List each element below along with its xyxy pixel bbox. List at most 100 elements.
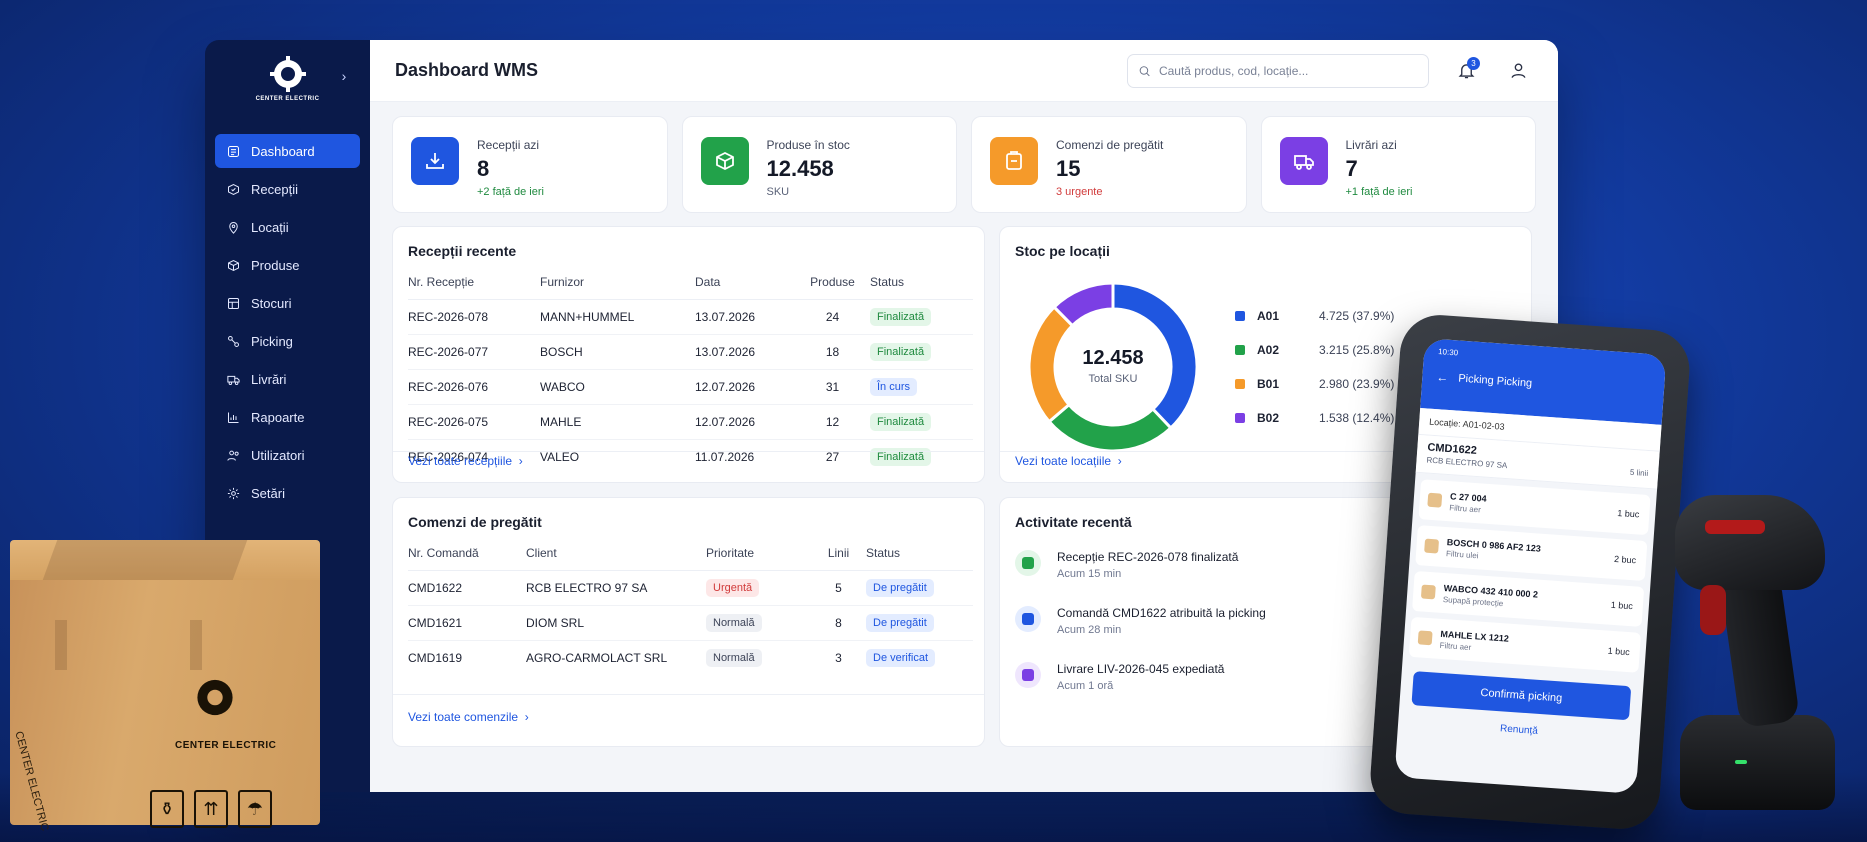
sidebar-item-livrari[interactable]: Livrări	[215, 362, 360, 396]
activity-item[interactable]: Livrare LIV-2026-045 expediată Acum 1 oră	[1015, 662, 1224, 692]
logo-text: CENTER ELECTRIC	[255, 96, 320, 102]
column-header[interactable]: Status	[866, 536, 973, 571]
table-row[interactable]: CMD1621 DIOM SRL Normală 8 De pregătit	[408, 605, 973, 641]
link-text: Vezi toate comenzile	[408, 710, 519, 724]
table-cell: DIOM SRL	[526, 605, 706, 641]
donut-slice-a02[interactable]	[1047, 402, 1173, 452]
panel-title: Activitate recentă	[1015, 514, 1132, 530]
search-icon	[1139, 65, 1150, 76]
table-cell: MANN+HUMMEL	[540, 299, 695, 335]
notifications-button[interactable]: 3	[1451, 56, 1481, 86]
box-logo-gear-icon	[197, 679, 233, 716]
table-row[interactable]: CMD1622 RCB ELECTRO 97 SA Urgentă 5 De pregă…	[408, 570, 973, 606]
phone-item-qty: 2 buc	[1613, 553, 1637, 566]
view-all-orders-link[interactable]: Vezi toate comenzile ›	[408, 710, 529, 724]
search-box[interactable]	[1127, 53, 1429, 88]
box-top	[10, 540, 320, 586]
table-row[interactable]: REC-2026-075 MAHLE 12.07.2026 12 Finalizată	[408, 404, 973, 440]
column-header[interactable]: Linii	[811, 536, 866, 571]
cancel-button[interactable]: Renunță	[1499, 723, 1539, 737]
activity-time: Acum 28 min	[1057, 624, 1122, 636]
search-input[interactable]	[1158, 63, 1418, 78]
panel-divider	[393, 451, 984, 452]
kpi-card[interactable]: Recepții azi 8 +2 față de ieri	[392, 116, 668, 213]
column-header[interactable]: Nr. Recepție	[408, 265, 540, 300]
collapse-sidebar-icon[interactable]: ›	[341, 68, 347, 84]
sidebar-item-receptii[interactable]: Recepții	[215, 172, 360, 206]
confirm-picking-button[interactable]: Confirmă picking	[1411, 671, 1632, 721]
table-row[interactable]: REC-2026-074 VALEO 11.07.2026 27 Finalizată	[408, 439, 973, 474]
column-header[interactable]: Prioritate	[706, 536, 811, 571]
back-arrow-icon[interactable]: ←	[1435, 370, 1449, 385]
activity-time: Acum 15 min	[1057, 568, 1122, 580]
kpi-card[interactable]: Produse în stoc 12.458 SKU	[681, 116, 957, 213]
table-row[interactable]: REC-2026-078 MANN+HUMMEL 13.07.2026 24 Final…	[408, 299, 973, 335]
column-header[interactable]: Status	[870, 265, 973, 300]
package-icon	[1427, 492, 1443, 508]
phone-item-qty: 1 buc	[1616, 507, 1640, 520]
phone-item-text: C 27 004 Filtru aer	[1449, 491, 1487, 514]
view-all-locations-link[interactable]: Vezi toate locațiile ›	[1015, 454, 1122, 468]
clipboard-icon	[990, 137, 1038, 185]
activity-text: Livrare LIV-2026-045 expediată Acum 1 oră	[1057, 662, 1224, 692]
orders-to-prepare-panel: Comenzi de pregătit Nr. Comandă Client Pri…	[392, 497, 985, 747]
sidebar-item-label: Dashboard	[251, 143, 315, 159]
phone-item-qty: 1 buc	[1610, 599, 1634, 612]
barcode-scanner	[1670, 495, 1840, 815]
table-cell: BOSCH	[540, 334, 695, 370]
donut-slice-a01[interactable]	[1111, 282, 1198, 431]
kpi-label: Recepții azi	[477, 138, 540, 152]
table-cell: De verificat	[866, 640, 973, 675]
sidebar-item-produse[interactable]: Produse	[215, 248, 360, 282]
legend-item: A02 3.215 (25.8%)	[1235, 343, 1394, 357]
sidebar-item-utilizatori[interactable]: Utilizatori	[215, 438, 360, 472]
panel-divider	[393, 694, 984, 695]
activity-item[interactable]: Recepție REC-2026-078 finalizată Acum 15 …	[1015, 550, 1238, 580]
scanner-head	[1675, 495, 1825, 590]
column-header[interactable]: Client	[526, 536, 706, 571]
column-header[interactable]: Produse	[795, 265, 870, 300]
legend-label: B01	[1257, 377, 1280, 391]
kpi-label: Livrări azi	[1345, 138, 1397, 152]
phone-item-text: WABCO 432 410 000 2 Supapă protecție	[1443, 583, 1539, 611]
table-row[interactable]: CMD1619 AGRO-CARMOLACT SRL Normală 3 De veri…	[408, 640, 973, 675]
kpi-value: 15	[1056, 156, 1081, 181]
link-text: Vezi toate locațiile	[1015, 454, 1112, 468]
phone-pick-item[interactable]: MAHLE LX 1212 Filtru aer 1 buc	[1408, 616, 1642, 673]
table-row[interactable]: REC-2026-076 WABCO 12.07.2026 31 În curs	[408, 369, 973, 405]
view-all-receptions-link[interactable]: Vezi toate recepțiile ›	[408, 454, 523, 468]
table-cell: Normală	[706, 640, 811, 675]
handheld-scanner-phone: 10:30 ← Picking Picking Locație: A01-02-…	[1367, 312, 1693, 832]
donut-slice-b02[interactable]	[1052, 282, 1115, 328]
column-header[interactable]: Nr. Comandă	[408, 536, 526, 571]
sidebar-item-stocuri[interactable]: Stocuri	[215, 286, 360, 320]
table-cell: Finalizată	[870, 404, 973, 440]
user-profile-button[interactable]	[1503, 56, 1533, 86]
sidebar-item-rapoarte[interactable]: Rapoarte	[215, 400, 360, 434]
phone-item-code: C 27 004	[1449, 490, 1487, 504]
sidebar-item-label: Locații	[251, 219, 289, 235]
activity-item[interactable]: Comandă CMD1622 atribuită la picking Acum…	[1015, 606, 1266, 636]
phone-item-qty: 1 buc	[1607, 645, 1631, 658]
kpi-card[interactable]: Comenzi de pregătit 15 3 urgente	[971, 116, 1247, 213]
column-header[interactable]: Data	[695, 265, 795, 300]
kpi-text: Produse în stoc 12.458 SKU	[766, 137, 850, 198]
legend-label: A01	[1257, 309, 1280, 323]
status-badge: Finalizată	[870, 307, 932, 326]
box-icon	[700, 137, 749, 185]
table-cell: 8	[811, 605, 866, 641]
activity-text: Recepție REC-2026-078 finalizată Acum 15 …	[1057, 550, 1238, 580]
kpi-card[interactable]: Livrări azi 7 +1 față de ieri	[1260, 116, 1536, 213]
kpi-label: Produse în stoc	[766, 138, 850, 152]
users-icon	[225, 447, 241, 463]
status-badge: Normală	[706, 613, 762, 632]
sidebar-item-setari[interactable]: Setări	[215, 476, 360, 510]
column-header[interactable]: Furnizor	[540, 265, 695, 300]
sidebar-item-locatii[interactable]: Locații	[215, 210, 360, 244]
table-cell: 24	[795, 299, 870, 335]
sidebar-item-dashboard[interactable]: Dashboard	[215, 134, 360, 168]
table-row[interactable]: REC-2026-077 BOSCH 13.07.2026 18 Finalizată	[408, 334, 973, 370]
truck-icon	[1279, 137, 1328, 185]
table-cell: 31	[795, 369, 870, 405]
sidebar-item-picking[interactable]: Picking	[215, 324, 360, 358]
